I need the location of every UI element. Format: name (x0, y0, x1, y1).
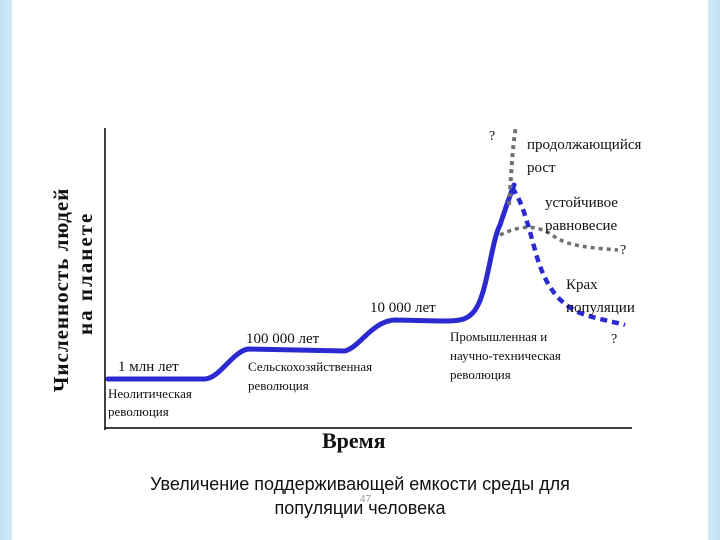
population-growth-curve (105, 182, 517, 382)
x-axis-label: Время (322, 428, 386, 453)
y-axis-label-line2: на планете (73, 212, 97, 335)
continued-growth-label-line1: продолжающийся (527, 137, 642, 153)
stable-equilibrium-curve (499, 225, 619, 252)
y-axis-label-line1: Численность людей (49, 188, 73, 392)
era-label-100000: 100 000 лет (246, 331, 320, 347)
neolithic-revolution-line1: Неолитическая (108, 386, 192, 401)
continued-growth-label-line2: рост (527, 160, 556, 176)
stable-question-mark: ? (620, 243, 626, 258)
population-crash-label-line1: Крах (566, 277, 598, 293)
stable-equilibrium-label-line2: равновесие (545, 218, 617, 234)
industrial-revolution-line1: Промышленная и (450, 329, 547, 344)
industrial-revolution-line2: научно-техническая (450, 348, 561, 363)
continued-growth-curve (507, 125, 518, 206)
agricultural-revolution-line2: революция (248, 378, 309, 393)
slide (12, 0, 708, 540)
caption-line1: Увеличение поддерживающей емкости среды … (150, 474, 570, 494)
page-number: 47 (360, 494, 372, 505)
growth-question-mark: ? (489, 129, 495, 144)
slide-caption: Увеличение поддерживающей емкости среды … (0, 472, 720, 520)
era-label-1mln: 1 млн лет (118, 359, 179, 375)
caption-line2: популяции человека (274, 498, 446, 518)
neolithic-revolution-line2: революция (108, 404, 169, 419)
population-crash-curve (510, 186, 626, 328)
era-label-10000: 10 000 лет (370, 300, 436, 316)
agricultural-revolution-line1: Сельскохозяйственная (248, 359, 372, 374)
crash-question-mark: ? (611, 332, 617, 347)
stable-equilibrium-label-line1: устойчивое (545, 195, 618, 211)
industrial-revolution-line3: революция (450, 367, 511, 382)
population-crash-label-line2: популяции (566, 300, 635, 316)
